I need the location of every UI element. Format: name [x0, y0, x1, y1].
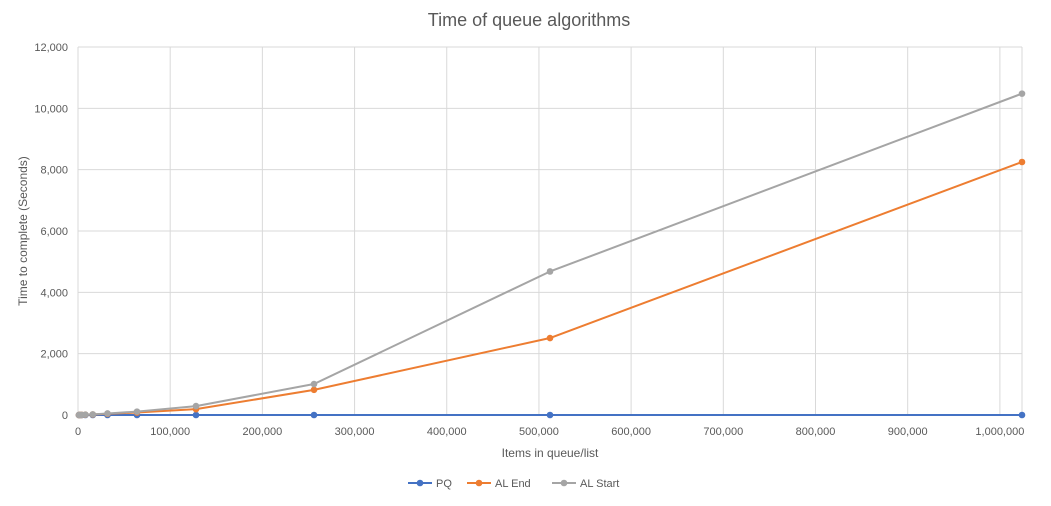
x-tick-label: 200,000 — [242, 426, 282, 438]
series-al-start — [75, 90, 1026, 419]
y-axis-label: Time to complete (Seconds) — [16, 156, 30, 306]
series-pq — [75, 411, 1026, 419]
legend: PQ AL End AL Start — [408, 478, 619, 490]
x-tick-label: 700,000 — [703, 426, 743, 438]
series-lines — [75, 90, 1026, 419]
data-point-al-start — [104, 410, 111, 417]
data-point-al-start — [82, 411, 89, 418]
series-line-al-start — [78, 92, 1023, 416]
data-point-al-start — [1018, 90, 1026, 97]
data-point-al-end — [1018, 158, 1026, 166]
y-tick-label: 6,000 — [40, 226, 68, 238]
legend-item-pq: PQ — [408, 478, 452, 490]
x-tick-label: 900,000 — [888, 426, 928, 438]
y-tick-label: 4,000 — [40, 287, 68, 299]
y-tick-label: 0 — [62, 410, 68, 422]
data-point-pq — [192, 411, 200, 419]
legend-item-al-end: AL End — [467, 478, 531, 490]
legend-label: PQ — [436, 478, 452, 490]
data-point-al-start — [133, 408, 141, 415]
data-point-al-start — [192, 402, 200, 410]
x-axis-label: Items in queue/list — [502, 446, 599, 460]
y-tick-label: 2,000 — [40, 349, 68, 361]
y-tick-label: 8,000 — [40, 165, 68, 177]
data-point-pq — [546, 411, 554, 419]
data-point-al-end — [546, 334, 554, 342]
series-al-end — [75, 158, 1026, 419]
x-axis-ticks: 0 100,000 200,000 300,000 400,000 500,000 600,… — [75, 426, 1024, 438]
legend-marker — [560, 479, 568, 487]
x-tick-label: 100,000 — [150, 426, 190, 438]
data-point-pq — [310, 411, 318, 419]
legend-label: AL End — [495, 478, 531, 490]
chart-title: Time of queue algorithms — [428, 10, 630, 30]
y-axis-ticks: 0 2,000 4,000 6,000 8,000 10,000 12,000 — [34, 42, 68, 422]
data-point-al-start — [310, 380, 318, 388]
legend-marker — [475, 479, 483, 487]
x-tick-label: 1,000,000 — [975, 426, 1024, 438]
x-tick-label: 600,000 — [611, 426, 651, 438]
data-point-pq — [1018, 411, 1026, 419]
legend-marker — [416, 479, 424, 487]
data-point-al-start — [89, 411, 97, 418]
grid — [77, 46, 1023, 416]
x-tick-label: 0 — [75, 426, 81, 438]
data-point-al-end — [310, 386, 318, 394]
legend-label: AL Start — [580, 478, 619, 490]
x-tick-label: 300,000 — [335, 426, 375, 438]
series-line-al-end — [78, 161, 1023, 416]
x-tick-label: 400,000 — [427, 426, 467, 438]
y-tick-label: 12,000 — [34, 42, 68, 54]
legend-item-al-start: AL Start — [552, 478, 619, 490]
y-tick-label: 10,000 — [34, 103, 68, 115]
data-point-al-start — [546, 268, 554, 275]
x-tick-label: 500,000 — [519, 426, 559, 438]
x-tick-label: 800,000 — [796, 426, 836, 438]
